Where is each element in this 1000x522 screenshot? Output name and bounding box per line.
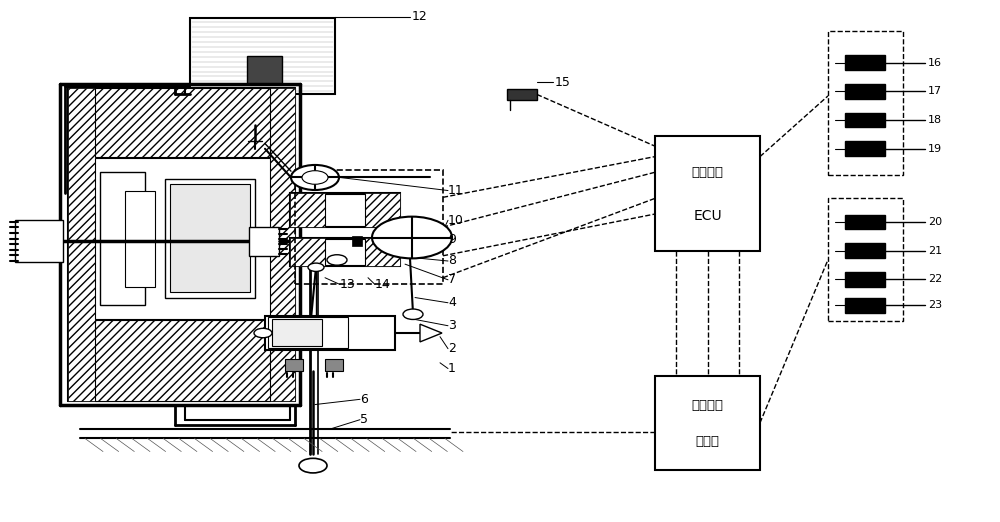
Text: 5: 5 bbox=[360, 413, 368, 426]
Bar bbox=[247, 56, 282, 84]
Bar bbox=[95, 158, 270, 319]
Bar bbox=[295, 170, 443, 284]
Bar bbox=[290, 238, 400, 266]
Bar bbox=[507, 89, 537, 100]
Text: 13: 13 bbox=[340, 278, 356, 291]
Text: 6: 6 bbox=[360, 393, 368, 406]
Bar bbox=[95, 88, 270, 157]
Text: 21: 21 bbox=[928, 245, 942, 256]
Bar bbox=[325, 239, 365, 265]
Bar bbox=[375, 236, 385, 246]
Text: 爆胎控制: 爆胎控制 bbox=[692, 166, 724, 179]
Bar bbox=[170, 184, 250, 292]
Bar bbox=[845, 113, 885, 127]
Bar bbox=[845, 141, 885, 156]
Text: 18: 18 bbox=[928, 115, 942, 125]
Circle shape bbox=[254, 328, 272, 338]
Text: 17: 17 bbox=[928, 86, 942, 97]
Bar bbox=[285, 359, 303, 371]
Text: 10: 10 bbox=[448, 214, 464, 227]
Text: 11: 11 bbox=[448, 184, 464, 197]
Bar bbox=[365, 193, 400, 227]
Circle shape bbox=[372, 217, 452, 258]
Text: 2: 2 bbox=[448, 342, 456, 355]
Text: ECU: ECU bbox=[693, 209, 722, 223]
Bar bbox=[268, 317, 348, 348]
Text: 调节器: 调节器 bbox=[696, 435, 720, 448]
Text: 23: 23 bbox=[928, 300, 942, 311]
Bar bbox=[655, 376, 760, 470]
Bar bbox=[290, 238, 325, 266]
Text: 14: 14 bbox=[375, 278, 391, 291]
Text: 12: 12 bbox=[412, 10, 428, 23]
Bar bbox=[845, 272, 885, 287]
Bar bbox=[15, 220, 63, 262]
Bar bbox=[845, 298, 885, 313]
Text: 3: 3 bbox=[448, 319, 456, 332]
Text: 制动压力: 制动压力 bbox=[692, 399, 724, 412]
Bar bbox=[365, 238, 400, 266]
Text: 15: 15 bbox=[555, 76, 571, 89]
Bar bbox=[290, 193, 400, 227]
Bar bbox=[68, 88, 295, 401]
Bar bbox=[272, 319, 322, 346]
Bar bbox=[352, 236, 362, 246]
Circle shape bbox=[291, 165, 339, 190]
Bar bbox=[845, 84, 885, 99]
Text: 22: 22 bbox=[928, 274, 942, 284]
Text: 19: 19 bbox=[928, 144, 942, 154]
Bar bbox=[100, 172, 145, 305]
Circle shape bbox=[308, 263, 324, 271]
Circle shape bbox=[403, 309, 423, 319]
Text: 4: 4 bbox=[448, 296, 456, 309]
Bar bbox=[95, 320, 270, 401]
Text: 9: 9 bbox=[448, 233, 456, 245]
Bar bbox=[325, 194, 365, 226]
Text: 1: 1 bbox=[448, 362, 456, 375]
Text: 7: 7 bbox=[448, 274, 456, 286]
Bar bbox=[845, 55, 885, 70]
Bar bbox=[655, 136, 760, 251]
Bar bbox=[165, 179, 255, 298]
Bar bbox=[828, 31, 903, 175]
Circle shape bbox=[327, 255, 347, 265]
Bar bbox=[845, 243, 885, 258]
Bar bbox=[290, 193, 325, 227]
Bar bbox=[828, 198, 903, 321]
Polygon shape bbox=[420, 324, 442, 342]
Bar bbox=[845, 215, 885, 229]
Bar bbox=[125, 191, 155, 287]
Bar bbox=[249, 227, 279, 256]
Text: 8: 8 bbox=[448, 255, 456, 267]
Text: 20: 20 bbox=[928, 217, 942, 227]
Circle shape bbox=[299, 458, 327, 473]
Bar bbox=[190, 18, 335, 94]
Bar bbox=[325, 359, 343, 371]
Circle shape bbox=[302, 171, 328, 184]
Bar bbox=[265, 316, 395, 350]
Text: 16: 16 bbox=[928, 57, 942, 68]
